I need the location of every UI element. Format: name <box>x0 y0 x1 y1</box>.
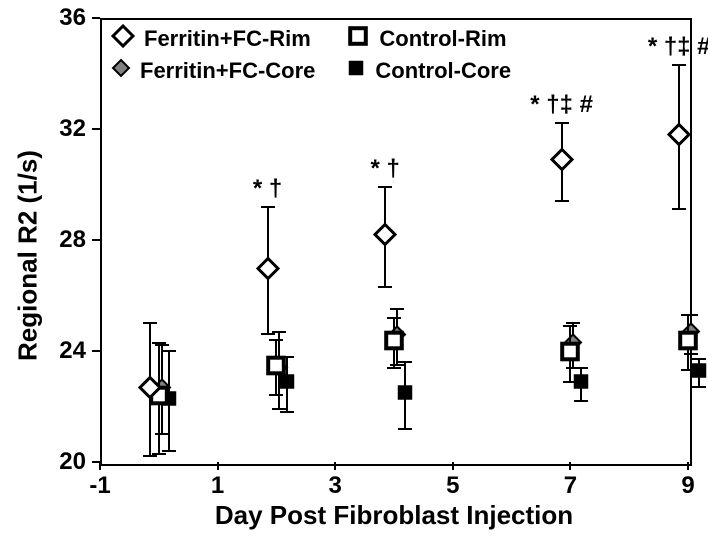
legend: Ferritin+FC-Rim Ferritin+FC-Core Control-R… <box>110 24 511 86</box>
error-cap <box>162 350 176 352</box>
y-tick-label: 24 <box>52 337 86 365</box>
error-cap <box>269 394 283 396</box>
significance-annotation: * †‡ # <box>530 91 593 119</box>
error-cap <box>672 64 686 66</box>
data-point <box>666 122 692 153</box>
data-point <box>372 222 398 253</box>
error-cap <box>566 322 580 324</box>
square-icon <box>345 57 367 85</box>
x-tick <box>452 462 454 470</box>
error-cap <box>390 308 404 310</box>
error-cap <box>555 122 569 124</box>
chart-root: Regional R2 (1/s) Day Post Fibroblast In… <box>0 0 708 538</box>
data-point <box>570 371 592 398</box>
y-tick-label: 36 <box>52 4 86 32</box>
x-tick <box>217 462 219 470</box>
y-axis-title: Regional R2 (1/s) <box>13 150 44 361</box>
error-cap <box>152 453 166 455</box>
legend-label: Control-Core <box>375 58 511 84</box>
error-cap <box>143 455 157 457</box>
data-point <box>263 352 289 383</box>
error-cap <box>280 411 294 413</box>
data-point <box>688 360 708 387</box>
significance-annotation: * †‡ # <box>648 33 708 61</box>
significance-annotation: * † <box>253 175 282 203</box>
y-tick-label: 20 <box>52 448 86 476</box>
error-cap <box>563 325 577 327</box>
error-cap <box>152 342 166 344</box>
error-cap <box>269 339 283 341</box>
data-point <box>381 327 407 358</box>
data-point <box>675 327 701 358</box>
diamond-icon <box>110 23 136 55</box>
data-point <box>557 338 583 369</box>
y-tick-label: 28 <box>52 226 86 254</box>
legend-entry: Ferritin+FC-Rim <box>110 24 315 54</box>
error-cap <box>143 322 157 324</box>
legend-label: Ferritin+FC-Rim <box>144 26 311 52</box>
x-tick-label: 9 <box>681 472 694 500</box>
error-cap <box>378 186 392 188</box>
x-tick-label: 5 <box>446 472 459 500</box>
error-cap <box>398 361 412 363</box>
y-tick <box>92 128 100 130</box>
error-cap <box>574 400 588 402</box>
x-tick <box>687 462 689 470</box>
error-cap <box>555 200 569 202</box>
data-point <box>255 255 281 286</box>
error-cap <box>387 317 401 319</box>
legend-entry: Control-Core <box>345 56 511 86</box>
error-cap <box>387 367 401 369</box>
error-cap <box>672 208 686 210</box>
y-tick <box>92 239 100 241</box>
error-cap <box>398 428 412 430</box>
x-axis-title: Day Post Fibroblast Injection <box>215 500 573 531</box>
y-tick-label: 32 <box>52 115 86 143</box>
square-icon <box>345 23 371 55</box>
legend-entry: Control-Rim <box>345 24 511 54</box>
error-cap <box>272 331 286 333</box>
diamond-icon <box>110 57 132 85</box>
y-tick <box>92 350 100 352</box>
significance-annotation: * † <box>370 155 399 183</box>
error-cap <box>378 286 392 288</box>
legend-entry: Ferritin+FC-Core <box>110 56 315 86</box>
x-tick <box>99 462 101 470</box>
x-tick-label: -1 <box>89 472 110 500</box>
error-cap <box>681 369 695 371</box>
x-tick-label: 1 <box>211 472 224 500</box>
y-tick <box>92 17 100 19</box>
data-point <box>394 382 416 409</box>
error-cap <box>162 450 176 452</box>
error-cap <box>681 314 695 316</box>
error-cap <box>261 206 275 208</box>
error-cap <box>261 333 275 335</box>
x-tick <box>334 462 336 470</box>
error-cap <box>563 381 577 383</box>
x-tick-label: 3 <box>329 472 342 500</box>
data-point <box>137 374 163 405</box>
legend-label: Control-Rim <box>379 26 506 52</box>
x-tick-label: 7 <box>564 472 577 500</box>
x-tick <box>569 462 571 470</box>
legend-label: Ferritin+FC-Core <box>140 58 315 84</box>
data-point <box>549 147 575 178</box>
error-cap <box>272 408 286 410</box>
